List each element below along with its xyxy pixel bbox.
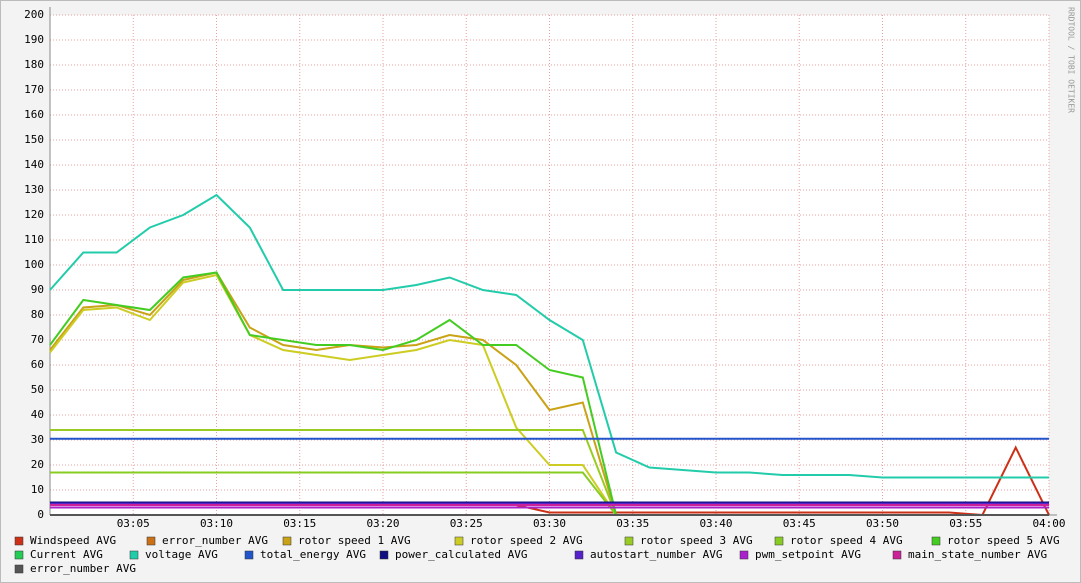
side-text: RRDTOOL / TOBI OETIKER bbox=[1067, 7, 1076, 113]
legend-swatch bbox=[624, 536, 634, 546]
legend-swatch bbox=[739, 550, 749, 560]
legend-swatch bbox=[244, 550, 254, 560]
legend-swatch bbox=[379, 550, 389, 560]
y-tick-label: 90 bbox=[31, 283, 44, 296]
y-tick-label: 100 bbox=[24, 258, 44, 271]
legend-label: Current AVG bbox=[30, 548, 103, 561]
legend-label: rotor speed 5 AVG bbox=[947, 534, 1060, 547]
x-tick-label: 03:30 bbox=[533, 517, 566, 530]
series-line bbox=[49, 193, 1049, 479]
x-tick-label: 03:20 bbox=[366, 517, 399, 530]
y-tick-label: 120 bbox=[24, 208, 44, 221]
y-tick-label: 0 bbox=[37, 508, 44, 521]
legend-label: error_number AVG bbox=[30, 562, 136, 575]
legend-swatch bbox=[892, 550, 902, 560]
x-tick-label: 03:55 bbox=[949, 517, 982, 530]
legend-swatch bbox=[129, 550, 139, 560]
legend-swatch bbox=[931, 536, 941, 546]
x-tick-label: 03:10 bbox=[200, 517, 233, 530]
x-tick-label: 03:40 bbox=[699, 517, 732, 530]
y-tick-label: 60 bbox=[31, 358, 44, 371]
y-tick-label: 160 bbox=[24, 108, 44, 121]
x-tick-label: 04:00 bbox=[1032, 517, 1065, 530]
legend-label: rotor speed 3 AVG bbox=[640, 534, 753, 547]
x-tick-label: 03:45 bbox=[783, 517, 816, 530]
legend-label: rotor speed 4 AVG bbox=[790, 534, 903, 547]
legend-swatch bbox=[14, 536, 24, 546]
y-tick-label: 140 bbox=[24, 158, 44, 171]
y-tick-label: 40 bbox=[31, 408, 44, 421]
legend-label: rotor speed 2 AVG bbox=[470, 534, 583, 547]
y-tick-label: 70 bbox=[31, 333, 44, 346]
legend-label: power_calculated AVG bbox=[395, 548, 527, 561]
y-tick-label: 80 bbox=[31, 308, 44, 321]
legend-label: voltage AVG bbox=[145, 548, 218, 561]
y-tick-label: 180 bbox=[24, 58, 44, 71]
y-tick-label: 130 bbox=[24, 183, 44, 196]
x-tick-label: 03:25 bbox=[450, 517, 483, 530]
legend-label: rotor speed 1 AVG bbox=[298, 534, 411, 547]
y-tick-label: 30 bbox=[31, 433, 44, 446]
x-tick-label: 03:35 bbox=[616, 517, 649, 530]
legend-swatch bbox=[14, 564, 24, 574]
legend-swatch bbox=[282, 536, 292, 546]
y-tick-label: 190 bbox=[24, 33, 44, 46]
legend-label: main_state_number AVG bbox=[908, 548, 1047, 561]
legend-label: total_energy AVG bbox=[260, 548, 366, 561]
y-tick-label: 110 bbox=[24, 233, 44, 246]
y-tick-label: 150 bbox=[24, 133, 44, 146]
y-tick-label: 20 bbox=[31, 458, 44, 471]
legend-label: autostart_number AVG bbox=[590, 548, 722, 561]
legend-swatch bbox=[574, 550, 584, 560]
legend-label: Windspeed AVG bbox=[30, 534, 116, 547]
legend-label: error_number AVG bbox=[162, 534, 268, 547]
x-tick-label: 03:15 bbox=[283, 517, 316, 530]
legend-swatch bbox=[146, 536, 156, 546]
legend-label: pwm_setpoint AVG bbox=[755, 548, 861, 561]
x-tick-label: 03:05 bbox=[117, 517, 150, 530]
legend-swatch bbox=[14, 550, 24, 560]
y-tick-label: 170 bbox=[24, 83, 44, 96]
legend-swatch bbox=[774, 536, 784, 546]
x-tick-label: 03:50 bbox=[866, 517, 899, 530]
y-tick-label: 200 bbox=[24, 8, 44, 21]
y-tick-label: 50 bbox=[31, 383, 44, 396]
y-tick-label: 10 bbox=[31, 483, 44, 496]
legend-swatch bbox=[454, 536, 464, 546]
